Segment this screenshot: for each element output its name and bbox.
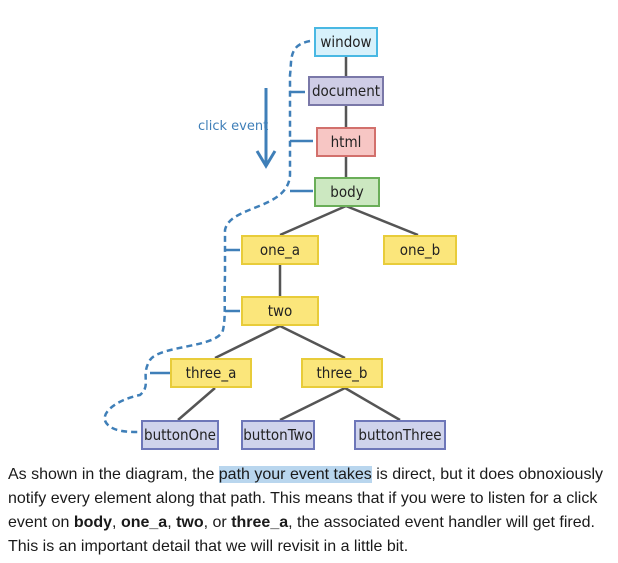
node-one-a: one_a [241, 235, 319, 265]
caption-bold-one-a: one_a [120, 514, 168, 531]
caption-text: , the associated event handler will get … [8, 514, 595, 555]
caption-paragraph: As shown in the diagram, the path your e… [8, 463, 608, 559]
node-document: document [308, 76, 384, 106]
caption-bold-two: two [176, 514, 204, 531]
caption-separator: , or [203, 514, 232, 531]
caption-separator: , [167, 514, 177, 531]
node-three-a: three_a [170, 358, 252, 388]
node-button-two: buttonTwo [241, 420, 315, 450]
caption-separator: , [112, 514, 121, 531]
node-two: two [241, 296, 319, 326]
arrow-down-icon [255, 88, 277, 169]
node-button-one: buttonOne [141, 420, 219, 450]
node-body: body [314, 177, 380, 207]
click-event-label: click event [198, 119, 269, 134]
node-window: window [314, 27, 378, 57]
node-html: html [316, 127, 376, 157]
node-three-b: three_b [301, 358, 383, 388]
node-one-b: one_b [383, 235, 457, 265]
caption-text: is direct, but it does obnoxiously notif… [8, 466, 603, 531]
caption-bold-three-a: three_a [231, 514, 289, 531]
diagram-connectors [103, 39, 419, 434]
caption-bold-body: body [73, 514, 113, 531]
caption-text: As shown in the diagram, the [8, 466, 219, 483]
event-path-line [103, 39, 311, 434]
event-path-diagram: click event window document html body on… [103, 27, 457, 450]
node-button-three: buttonThree [354, 420, 446, 450]
caption-highlight: path your event takes [218, 466, 372, 483]
